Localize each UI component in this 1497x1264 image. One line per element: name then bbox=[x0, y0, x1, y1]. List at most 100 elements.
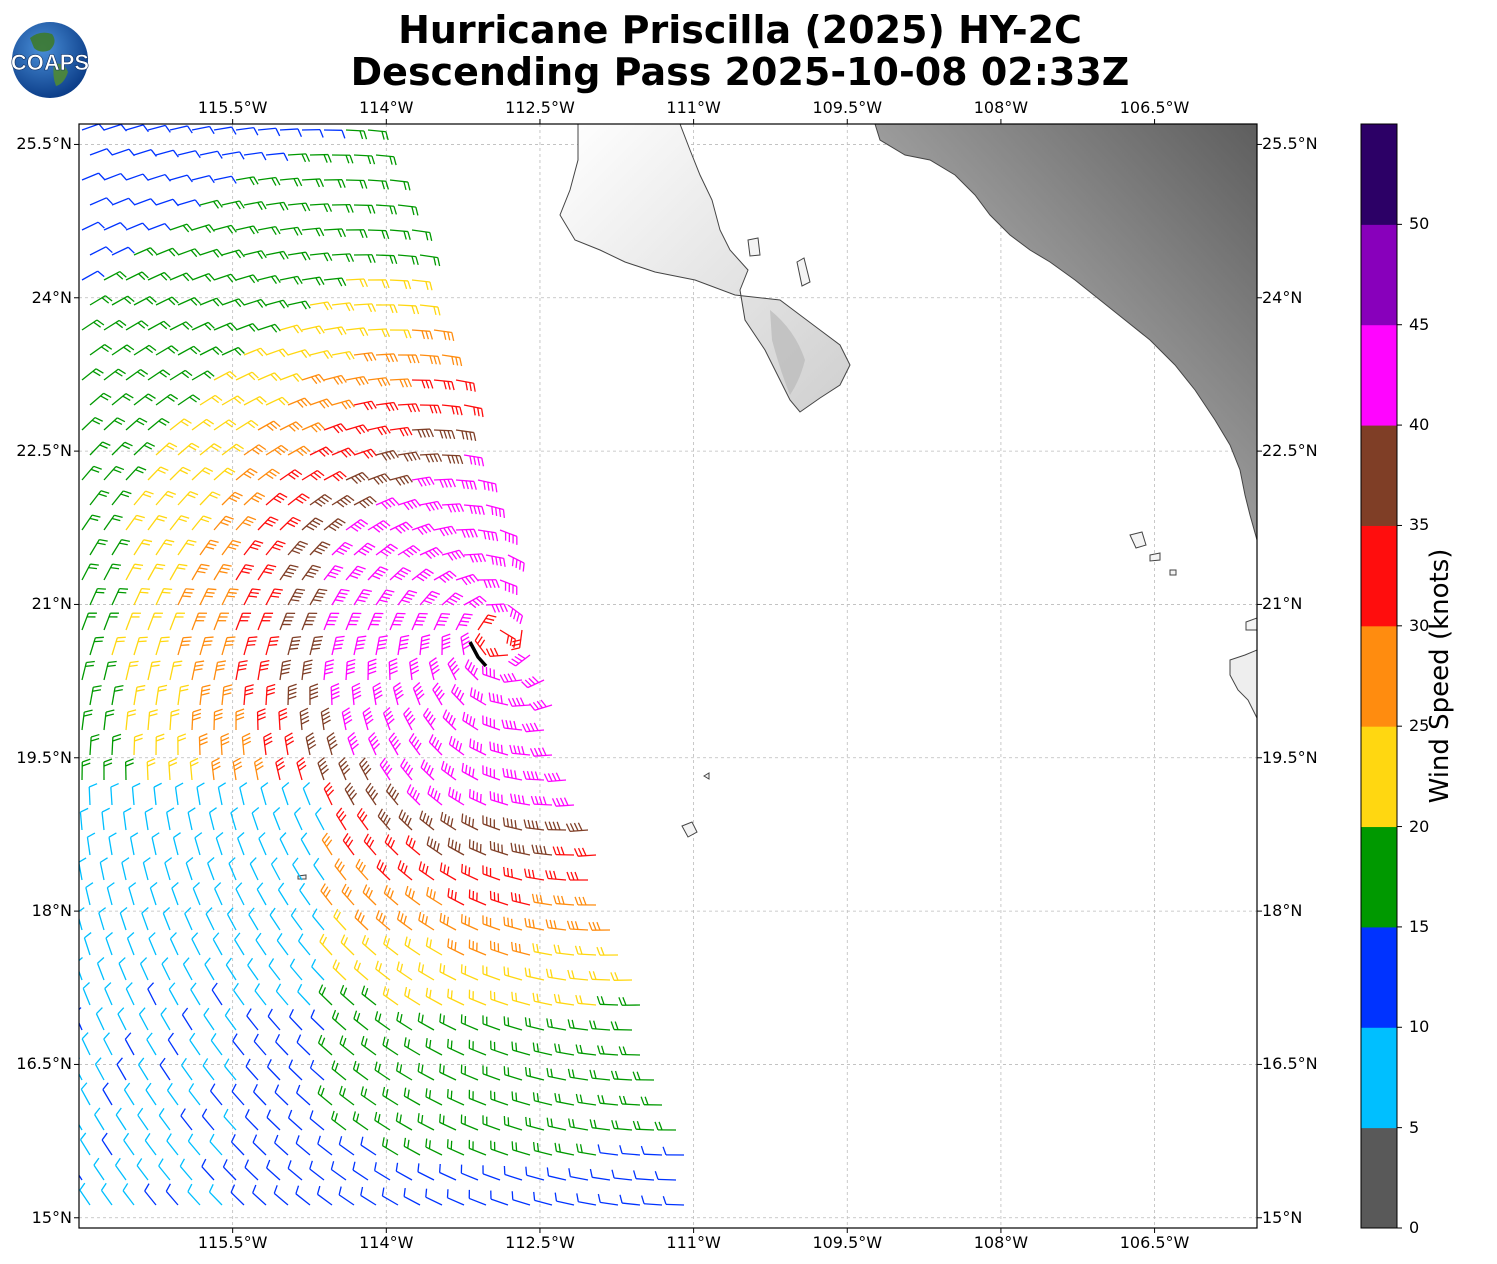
wind-barb bbox=[290, 1009, 302, 1030]
wind-barb bbox=[236, 275, 258, 283]
wind-barb bbox=[112, 198, 134, 205]
wind-barb bbox=[253, 1135, 266, 1155]
wind-barb bbox=[346, 230, 367, 238]
wind-barb bbox=[126, 564, 143, 580]
wind-barb bbox=[533, 1092, 552, 1105]
wind-barb bbox=[302, 518, 323, 530]
wind-barb bbox=[211, 1084, 222, 1105]
wind-barb bbox=[250, 858, 258, 880]
wind-barb bbox=[192, 516, 211, 530]
wind-barb bbox=[156, 589, 172, 605]
wind-barb bbox=[233, 1034, 244, 1055]
colorbar-tick-label: 20 bbox=[1409, 817, 1429, 836]
wind-barb bbox=[192, 933, 200, 955]
wind-barb bbox=[478, 615, 496, 630]
wind-barb bbox=[332, 1111, 346, 1130]
wind-barb bbox=[126, 613, 141, 630]
wind-barb bbox=[145, 1133, 156, 1155]
wind-barb bbox=[512, 1091, 530, 1105]
wind-barb bbox=[412, 524, 434, 535]
wind-barb bbox=[182, 1008, 192, 1030]
wind-barb bbox=[190, 1033, 200, 1055]
wind-barb bbox=[80, 1183, 90, 1205]
wind-barb bbox=[483, 865, 500, 880]
wind-barb bbox=[442, 355, 462, 366]
wind-barb bbox=[440, 1014, 456, 1030]
wind-barb bbox=[598, 1194, 618, 1205]
wind-barb bbox=[126, 759, 134, 780]
wind-barb bbox=[112, 394, 133, 405]
wind-barb bbox=[280, 565, 298, 580]
wind-barb bbox=[641, 1097, 662, 1105]
wind-barb bbox=[134, 199, 156, 205]
wind-barb bbox=[598, 1045, 618, 1055]
wind-barb bbox=[139, 1008, 148, 1030]
wind-barb bbox=[147, 759, 155, 780]
wind-barb bbox=[148, 467, 168, 480]
lat-label-right: 22.5°N bbox=[1262, 441, 1318, 460]
wind-barb bbox=[461, 1065, 478, 1080]
wind-barb bbox=[134, 686, 145, 705]
wind-barb bbox=[382, 1188, 398, 1205]
lon-label-bottom: 112.5°W bbox=[505, 1233, 575, 1252]
wind-barb bbox=[104, 515, 123, 530]
wind-barb bbox=[244, 637, 257, 655]
wind-barb bbox=[302, 326, 324, 334]
wind-barb bbox=[235, 933, 244, 955]
wind-barb bbox=[116, 1108, 126, 1130]
wind-barb bbox=[96, 1008, 104, 1030]
wind-barb bbox=[332, 205, 353, 213]
wind-barb bbox=[404, 708, 415, 730]
wind-barb bbox=[103, 1083, 112, 1105]
wind-barb bbox=[426, 938, 442, 955]
wind-barb bbox=[354, 353, 376, 362]
wind-barb bbox=[156, 443, 177, 455]
wind-barb bbox=[168, 1033, 178, 1055]
wind-barb bbox=[161, 1008, 170, 1030]
wind-barb bbox=[554, 945, 574, 955]
wind-barb bbox=[368, 659, 376, 680]
wind-barb bbox=[456, 574, 478, 584]
wind-barb bbox=[462, 914, 478, 930]
wind-barb bbox=[266, 300, 288, 308]
wind-barb bbox=[346, 660, 355, 680]
wind-barb bbox=[486, 555, 505, 567]
wind-barb bbox=[134, 540, 152, 555]
wind-barb bbox=[205, 958, 214, 980]
wind-barb bbox=[641, 1146, 662, 1155]
wind-barb bbox=[612, 1170, 632, 1180]
wind-barb bbox=[222, 250, 244, 258]
wind-barb bbox=[178, 346, 200, 355]
wind-barb bbox=[302, 423, 324, 432]
wind-barb bbox=[413, 683, 424, 705]
wind-barb bbox=[152, 833, 159, 855]
wind-barb bbox=[104, 710, 114, 730]
wind-barb bbox=[503, 817, 522, 830]
wind-barb bbox=[360, 758, 371, 780]
wind-barb bbox=[137, 1158, 148, 1180]
wind-barb bbox=[148, 613, 163, 630]
lat-label-right: 15°N bbox=[1262, 1208, 1302, 1227]
lon-label-top: 106.5°W bbox=[1120, 98, 1190, 117]
wind-barb bbox=[512, 1191, 530, 1205]
wind-barb bbox=[288, 684, 297, 705]
wind-barb bbox=[126, 467, 146, 480]
wind-barb bbox=[385, 835, 398, 855]
wind-barb bbox=[104, 661, 117, 680]
wind-barb bbox=[420, 405, 441, 413]
wind-barb bbox=[390, 180, 410, 190]
wind-barb bbox=[200, 685, 210, 705]
wind-barb bbox=[398, 404, 419, 412]
wind-barb bbox=[420, 305, 440, 315]
wind-barb bbox=[590, 1020, 610, 1030]
wind-barb bbox=[139, 1058, 148, 1080]
wind-barb bbox=[79, 858, 86, 880]
lon-label-bottom: 111°W bbox=[666, 1233, 720, 1252]
wind-barb bbox=[390, 613, 405, 630]
wind-barb bbox=[324, 519, 345, 531]
wind-barb bbox=[238, 833, 244, 855]
wind-barb bbox=[200, 347, 222, 355]
wind-barb bbox=[483, 1015, 500, 1030]
colorbar-tick-label: 50 bbox=[1409, 214, 1429, 233]
wind-barb bbox=[546, 919, 566, 930]
